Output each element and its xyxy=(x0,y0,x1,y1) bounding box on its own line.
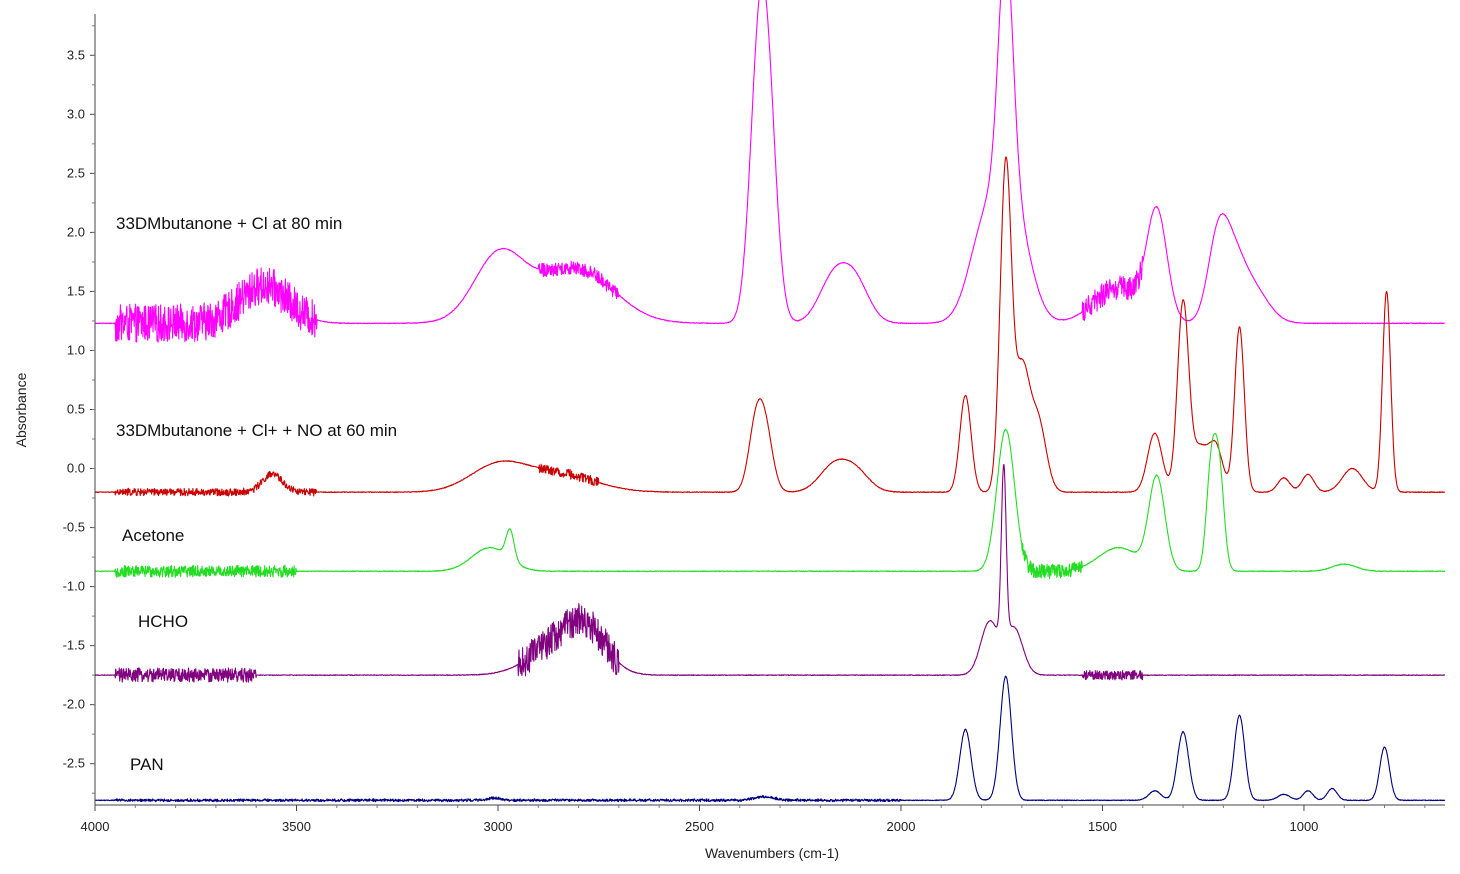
y-tick-label: -2.0 xyxy=(63,697,85,712)
axes-layer xyxy=(90,14,1445,811)
series-line-1 xyxy=(94,0,1446,343)
y-tick-label: 0.0 xyxy=(67,461,85,476)
y-tick-label: -1.5 xyxy=(63,638,85,653)
x-tick-label: 3500 xyxy=(282,819,311,834)
x-tick-label: 2500 xyxy=(685,819,714,834)
x-tick-label: 1500 xyxy=(1088,819,1117,834)
y-tick-label: -0.5 xyxy=(63,520,85,535)
x-tick-label: 2000 xyxy=(887,819,916,834)
y-tick-label: -2.5 xyxy=(63,756,85,771)
series-line-2 xyxy=(94,156,1446,497)
series-line-5 xyxy=(94,675,1446,803)
series-line-4 xyxy=(94,463,1446,683)
series-line-3 xyxy=(94,428,1446,579)
y-tick-label: 0.5 xyxy=(67,402,85,417)
y-tick-label: 2.5 xyxy=(67,165,85,180)
y-tick-label: 2.0 xyxy=(67,224,85,239)
series-label-5: PAN xyxy=(130,755,164,774)
series-label-1: 33DMbutanone + Cl at 80 min xyxy=(116,214,342,233)
series-label-4: HCHO xyxy=(138,612,188,631)
x-tick-label: 3000 xyxy=(484,819,513,834)
y-tick-label: -1.0 xyxy=(63,579,85,594)
y-tick-label: 3.5 xyxy=(67,47,85,62)
y-tick-label: 1.5 xyxy=(67,283,85,298)
y-axis-title: Absorbance xyxy=(13,372,29,447)
series-layer xyxy=(94,0,1446,803)
series-label-3: Acetone xyxy=(122,526,184,545)
labels-layer: 3.5 3.0 2.5 2.0 1.5 1.0 0.5 0.0 -0.5 -1.0 -1.5 -2.0… xyxy=(63,47,1319,834)
series-label-2: 33DMbutanone + Cl+ + NO at 60 min xyxy=(116,421,397,440)
y-tick-label: 1.0 xyxy=(67,342,85,357)
x-axis-title: Wavenumbers (cm-1) xyxy=(705,845,839,861)
y-tick-label: 3.0 xyxy=(67,106,85,121)
x-tick-label: 4000 xyxy=(81,819,110,834)
x-tick-label: 1000 xyxy=(1289,819,1318,834)
